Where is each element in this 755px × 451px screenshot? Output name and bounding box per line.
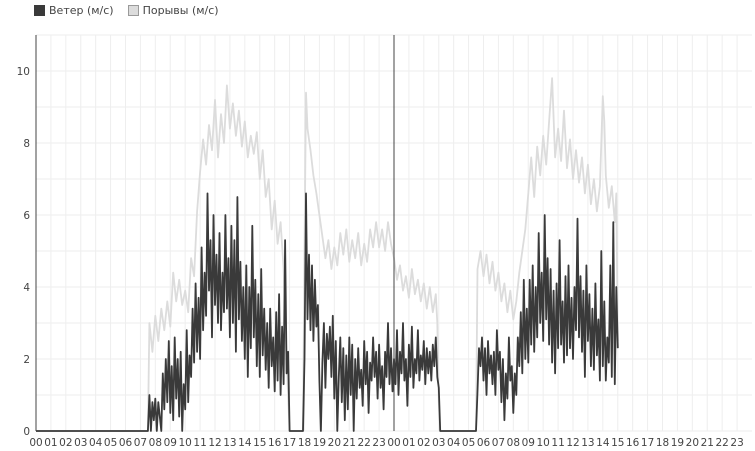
x-tick-label: 19 [671, 437, 684, 449]
legend-item-gust[interactable]: Порывы (м/с) [127, 4, 219, 17]
x-tick-label: 23 [730, 437, 743, 449]
x-tick-label: 11 [193, 437, 206, 449]
x-tick-label: 14 [238, 437, 252, 449]
series-line-wind [36, 192, 619, 432]
x-tick-label: 04 [447, 437, 461, 449]
legend-label-gust: Порывы (м/с) [142, 4, 219, 17]
chart-legend: Ветер (м/с) Порывы (м/с) [34, 4, 219, 17]
y-tick-label: 4 [23, 282, 30, 294]
x-tick-label: 07 [492, 437, 505, 449]
x-tick-label: 02 [59, 437, 72, 449]
x-tick-label: 12 [566, 437, 579, 449]
x-tick-label: 17 [641, 437, 654, 449]
x-tick-label: 06 [477, 437, 491, 449]
x-tick-label: 16 [626, 437, 640, 449]
y-tick-label: 6 [23, 210, 30, 222]
x-tick-label: 16 [268, 437, 282, 449]
x-tick-label: 10 [178, 437, 191, 449]
x-tick-label: 17 [283, 437, 296, 449]
series-line-gust [36, 77, 619, 432]
legend-swatch-wind [34, 5, 45, 16]
x-tick-label: 07 [134, 437, 147, 449]
x-tick-label: 21 [701, 437, 714, 449]
x-tick-label: 15 [611, 437, 624, 449]
y-tick-label: 0 [23, 426, 30, 438]
x-tick-label: 18 [298, 437, 311, 449]
x-tick-label: 13 [223, 437, 236, 449]
x-tick-label: 04 [89, 437, 103, 449]
x-tick-label: 19 [313, 437, 326, 449]
x-tick-label: 14 [596, 437, 610, 449]
y-tick-label: 10 [17, 66, 30, 78]
x-tick-label: 11 [551, 437, 564, 449]
x-tick-label: 10 [536, 437, 549, 449]
y-tick-label: 8 [23, 138, 30, 150]
x-tick-label: 05 [104, 437, 117, 449]
x-tick-label: 02 [417, 437, 430, 449]
x-tick-label: 23 [372, 437, 385, 449]
x-tick-label: 01 [402, 437, 415, 449]
x-tick-label: 12 [208, 437, 221, 449]
x-tick-label: 09 [522, 437, 535, 449]
x-tick-label: 13 [581, 437, 594, 449]
x-tick-label: 08 [149, 437, 162, 449]
legend-item-wind[interactable]: Ветер (м/с) [34, 4, 114, 17]
x-tick-label: 20 [686, 437, 699, 449]
x-tick-label: 15 [253, 437, 266, 449]
x-tick-label: 21 [343, 437, 356, 449]
x-tick-label: 00 [29, 437, 42, 449]
x-tick-label: 01 [44, 437, 57, 449]
x-tick-label: 22 [357, 437, 370, 449]
x-tick-label: 20 [328, 437, 341, 449]
y-tick-label: 2 [23, 354, 30, 366]
legend-label-wind: Ветер (м/с) [49, 4, 114, 17]
x-tick-label: 03 [432, 437, 445, 449]
x-tick-label: 22 [715, 437, 728, 449]
x-tick-label: 00 [387, 437, 400, 449]
x-tick-label: 03 [74, 437, 87, 449]
x-tick-label: 09 [164, 437, 177, 449]
x-tick-label: 18 [656, 437, 669, 449]
legend-swatch-gust [127, 5, 139, 16]
x-tick-label: 06 [119, 437, 133, 449]
x-tick-label: 08 [507, 437, 520, 449]
x-tick-label: 05 [462, 437, 475, 449]
